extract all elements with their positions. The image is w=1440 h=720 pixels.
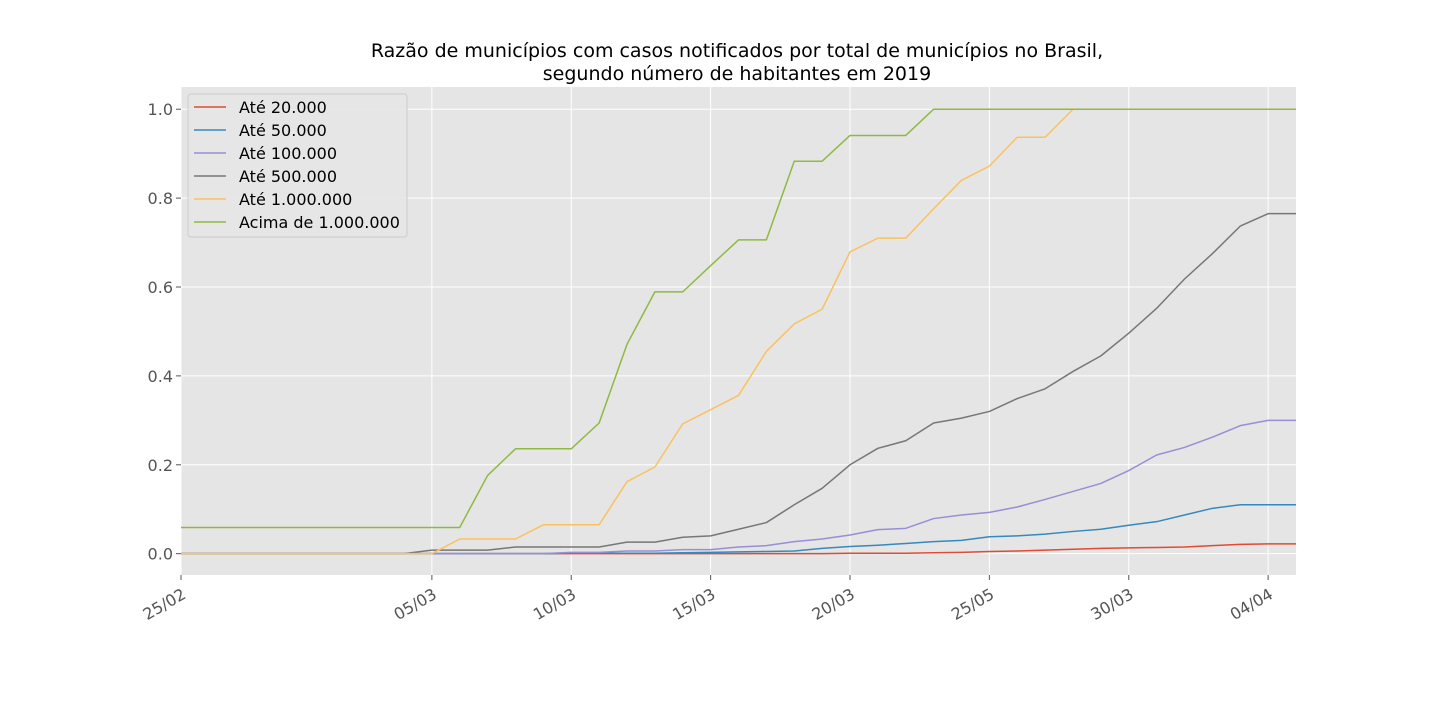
legend-label: Até 20.000	[239, 98, 327, 117]
x-tick-label: 20/03	[809, 584, 858, 624]
x-tick-label: 25/05	[948, 584, 997, 624]
legend: Até 20.000 Até 50.000 Até 100.000 Até 500.0…	[187, 93, 408, 238]
series-line	[181, 108, 1296, 529]
legend-label: Acima de 1.000.000	[239, 213, 400, 232]
x-tick-label: 25/02	[140, 584, 189, 624]
legend-label: Até 100.000	[239, 144, 337, 163]
x-tick-label: 05/03	[390, 584, 439, 624]
y-tick-label: 0.6	[148, 278, 173, 297]
legend-label: Até 1.000.000	[239, 190, 352, 209]
chart-title-line-2: segundo número de habitantes em 2019	[543, 63, 931, 85]
legend-label: Até 50.000	[239, 121, 327, 140]
y-tick-label: 0.4	[148, 367, 173, 386]
series-layer	[181, 108, 1296, 555]
x-tick-label: 04/04	[1227, 584, 1276, 624]
chart-title-line-1: Razão de municípios com casos notificado…	[371, 40, 1103, 62]
y-tick-label: 1.0	[148, 100, 173, 119]
x-tick-label: 30/03	[1087, 584, 1136, 624]
x-tick-label: 10/03	[530, 584, 579, 624]
legend-box	[187, 93, 408, 238]
y-tick-label: 0.8	[148, 189, 173, 208]
grid	[180, 87, 1296, 575]
y-tick-label: 0.2	[148, 456, 173, 475]
legend-label: Até 500.000	[239, 167, 337, 186]
y-tick-label: 0.0	[148, 545, 173, 564]
x-tick-label: 15/03	[669, 584, 718, 624]
